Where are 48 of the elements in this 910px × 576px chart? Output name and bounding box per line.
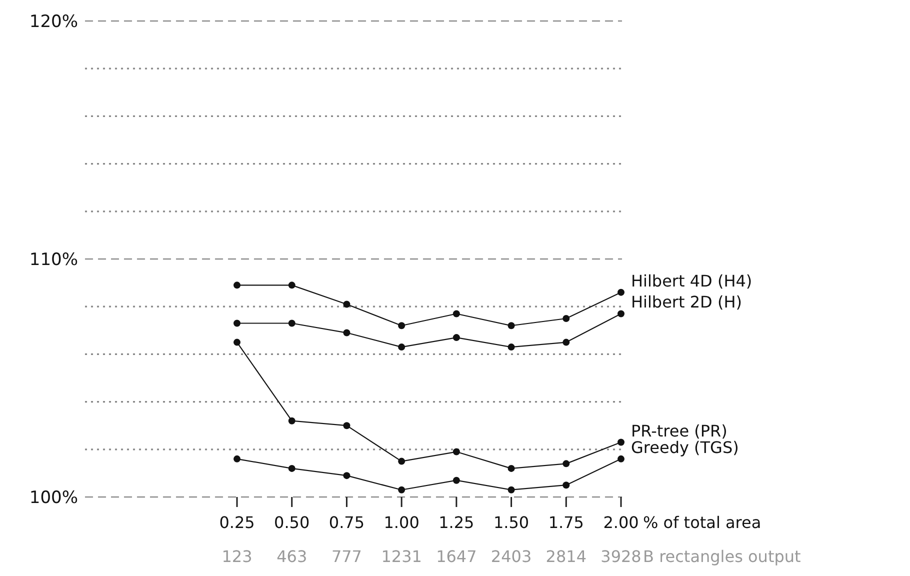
- point: [343, 422, 350, 430]
- x-tick-label: 0.75 777: [328, 513, 365, 566]
- point: [508, 464, 515, 472]
- point: [452, 310, 460, 318]
- point: [508, 486, 515, 494]
- point: [288, 417, 296, 424]
- point: [288, 464, 296, 472]
- point: [343, 329, 350, 336]
- x-tick-label: 1.25 1647: [436, 513, 477, 566]
- point: [398, 458, 406, 465]
- x-tick-label: 1.00 1231: [381, 513, 422, 566]
- point: [452, 334, 460, 342]
- point: [562, 460, 570, 468]
- point: [398, 486, 406, 494]
- point: [562, 338, 570, 346]
- x-tick-label: 2.00 3928: [600, 513, 642, 566]
- point: [234, 338, 240, 346]
- point: [398, 344, 406, 351]
- point: [234, 455, 240, 462]
- point: [288, 320, 296, 327]
- point: [452, 476, 460, 484]
- x-tick-label: 0.50 463: [274, 513, 310, 566]
- point: [398, 322, 406, 330]
- point: [618, 455, 624, 462]
- series-label: Hilbert 4D (H4): [631, 271, 752, 290]
- point: [452, 448, 460, 456]
- y-tick-label: 110%: [29, 250, 78, 270]
- point: [234, 282, 240, 289]
- point: [508, 344, 515, 351]
- series-label: Greedy (TGS): [631, 438, 739, 457]
- x-tick-label: 1.75 2814: [546, 513, 586, 566]
- y-tick-label: 120%: [29, 12, 78, 32]
- point: [288, 282, 296, 289]
- point: [508, 322, 515, 330]
- point: [562, 315, 570, 322]
- x-tick-label: 0.25 123: [219, 513, 255, 566]
- point: [618, 310, 624, 318]
- x-tick-label: 1.50 2403: [490, 513, 532, 566]
- series-label: Hilbert 2D (H): [631, 292, 742, 312]
- point: [234, 320, 240, 327]
- series-label: PR-tree (PR): [631, 421, 728, 440]
- point: [343, 300, 350, 308]
- point: [562, 482, 570, 489]
- y-tick-label: 100%: [29, 488, 78, 508]
- point: [618, 438, 624, 446]
- point: [618, 288, 624, 296]
- x-axis-title: % of total area B rectangles output: [643, 513, 801, 566]
- point: [343, 472, 350, 480]
